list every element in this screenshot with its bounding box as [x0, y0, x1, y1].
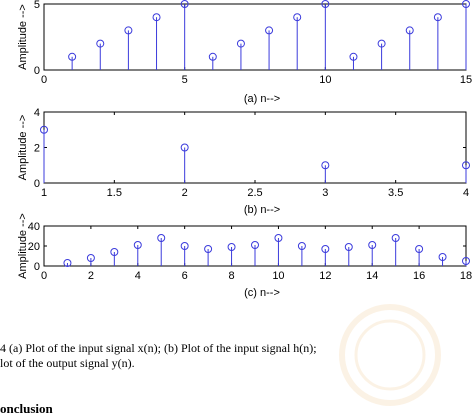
x-tick-label: 3.5	[388, 187, 403, 199]
x-tick-label: 4	[135, 270, 141, 282]
stem-marker	[297, 242, 306, 250]
stem-marker	[227, 243, 236, 251]
stem-marker	[180, 242, 189, 250]
stem-marker	[208, 52, 217, 61]
y-axis-label: Amplitude -->	[17, 115, 29, 181]
stem-marker	[124, 26, 133, 35]
stem-marker	[321, 245, 330, 253]
x-tick-label: 4	[463, 187, 469, 199]
y-tick-label: 0	[34, 65, 40, 77]
stem-marker	[462, 161, 470, 170]
stem-chart-1: 1 1.5 2 2.5 3 3.5 4 0 2 4 Amplitude --> (b) n-->	[17, 107, 470, 216]
stem-marker	[321, 0, 330, 8]
y-tick-label: 4	[34, 107, 40, 119]
stem-marker	[462, 0, 470, 8]
x-tick-label: 2	[88, 270, 94, 282]
stem-marker	[180, 0, 189, 8]
stem-marker	[265, 26, 274, 35]
figure-canvas: 0 5 10 15 0 5 Amplitude --> (a) n--> 1 1.5 2 2.5 3 3.…	[17, 0, 472, 299]
x-tick-label: 6	[182, 270, 188, 282]
stem-marker	[157, 234, 166, 242]
stem-marker	[433, 13, 442, 22]
stem-marker	[377, 39, 386, 48]
stem-marker	[274, 234, 283, 242]
panel-sublabel: (b) n-->	[244, 204, 280, 216]
plot-frame	[43, 3, 467, 71]
stem-marker	[63, 259, 72, 267]
stem-marker	[204, 245, 213, 253]
stem-marker	[86, 254, 95, 262]
watermark-stamp-icon	[339, 304, 441, 406]
x-tick-label: 2	[182, 187, 188, 199]
panel-sublabel: (a) n-->	[244, 93, 280, 105]
caption-line-1: 4 (a) Plot of the input signal x(n); (b)…	[0, 341, 317, 355]
stem-marker	[152, 13, 161, 22]
x-tick-label: 5	[182, 74, 188, 86]
stem-marker	[293, 13, 302, 22]
stem-marker	[438, 253, 447, 261]
y-tick-label: 5	[34, 0, 40, 11]
stem-marker	[368, 241, 377, 249]
y-tick-label: 0	[34, 261, 40, 273]
stem-marker	[349, 52, 358, 61]
x-tick-label: 0	[41, 270, 47, 282]
section-heading: onclusion	[0, 401, 53, 416]
stem-marker	[180, 143, 189, 152]
stem-marker	[405, 26, 414, 35]
stem-marker	[321, 161, 330, 170]
x-tick-label: 15	[460, 74, 472, 86]
y-tick-label: 40	[28, 221, 40, 233]
stem-chart-0: 0 5 10 15 0 5 Amplitude --> (a) n-->	[17, 0, 472, 105]
x-tick-label: 16	[413, 270, 425, 282]
stem-marker	[251, 241, 259, 249]
y-tick-label: 0	[34, 178, 40, 190]
x-tick-label: 14	[366, 270, 378, 282]
stem-marker	[133, 241, 142, 249]
stem-marker	[415, 245, 424, 253]
stem-marker	[96, 39, 105, 48]
x-tick-label: 8	[228, 270, 234, 282]
x-tick-label: 2.5	[247, 187, 262, 199]
x-tick-label: 18	[460, 270, 472, 282]
x-tick-label: 1	[41, 187, 47, 199]
stem-marker	[110, 248, 119, 256]
y-tick-label: 2	[34, 143, 40, 155]
stem-marker	[344, 243, 353, 251]
stem-marker	[68, 52, 77, 61]
x-tick-label: 10	[272, 270, 284, 282]
x-tick-label: 12	[319, 270, 331, 282]
x-tick-label: 1.5	[107, 187, 122, 199]
plot-frame	[43, 111, 467, 184]
caption-line-2: lot of the output signal y(n).	[0, 356, 135, 370]
panel-sublabel: (c) n-->	[244, 287, 280, 299]
stem-marker	[462, 257, 470, 265]
y-tick-label: 20	[28, 241, 40, 253]
stem-marker	[391, 234, 400, 242]
stem-marker	[40, 125, 48, 134]
y-axis-label: Amplitude -->	[17, 213, 29, 279]
x-tick-label: 10	[319, 74, 331, 86]
x-tick-label: 3	[322, 187, 328, 199]
stem-marker	[236, 39, 245, 48]
x-tick-label: 0	[41, 74, 47, 86]
y-axis-label: Amplitude -->	[17, 4, 29, 70]
figure-caption: 4 (a) Plot of the input signal x(n); (b)…	[0, 341, 474, 371]
